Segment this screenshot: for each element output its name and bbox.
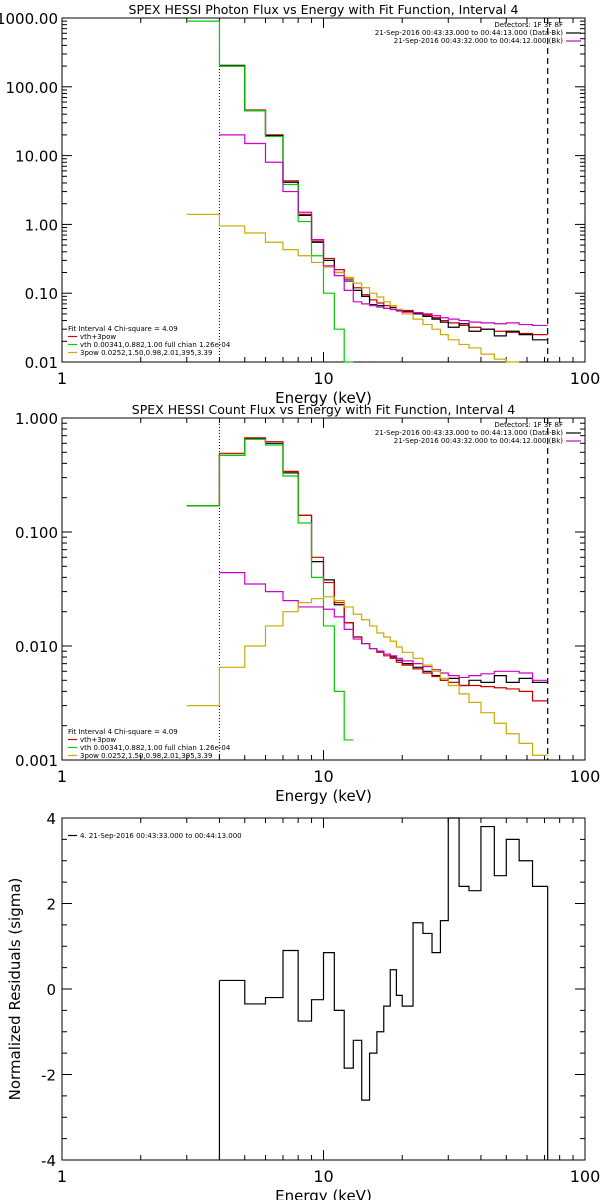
x-tick-label: 1 — [57, 369, 67, 388]
plot-frame — [61, 17, 586, 363]
y-tick-label: 0.010 — [15, 638, 58, 656]
data-interval-label: 21-Sep-2016 00:43:33.000 to 00:44:13.000… — [375, 29, 564, 37]
series-line — [219, 65, 548, 336]
series-line — [186, 20, 354, 363]
x-tick-label: 100 — [570, 369, 600, 388]
series-line — [219, 134, 548, 327]
y-tick-label: -2 — [41, 1067, 56, 1085]
y-tick-label: -4 — [41, 1152, 56, 1170]
chart-title: SPEX HESSI Photon Flux vs Energy with Fi… — [129, 2, 519, 17]
chart-title: SPEX HESSI Count Flux vs Energy with Fit… — [132, 402, 515, 417]
series-line — [186, 596, 548, 756]
y-tick-label: 0.01 — [25, 354, 58, 372]
legend-item: vth 0.00341,0.882,1.00 full chian 1.26e-… — [80, 744, 231, 752]
y-tick-label: 0.10 — [25, 285, 58, 303]
y-tick-label: 10.00 — [15, 148, 58, 166]
legend-item: vth 0.00341,0.882,1.00 full chian 1.26e-… — [80, 341, 231, 349]
x-tick-label: 10 — [313, 369, 333, 388]
series-line — [186, 437, 548, 702]
y-tick-label: 1.000 — [15, 410, 58, 428]
series-line — [186, 438, 354, 741]
chart-axes-1: 1 10 100 Energy (keV) 1000.00 100.00 10.00 1.00… — [0, 2, 600, 407]
y-tick-label: 100.00 — [6, 79, 59, 97]
legend-item: 3pow 0.0252,1.50,0.98,2.01,395,3.39 — [80, 349, 212, 357]
y-tick-label: 0 — [46, 981, 56, 999]
bk-interval-label: 21-Sep-2016 00:43:32.000 to 00:44:12.000… — [394, 37, 564, 45]
x-axis-label: Energy (keV) — [275, 787, 372, 805]
series-line — [219, 817, 548, 1101]
x-tick-label: 1 — [57, 1167, 67, 1186]
y-tick-label: 1000.00 — [0, 10, 58, 28]
bk-interval-label: 21-Sep-2016 00:43:32.000 to 00:44:12.000… — [394, 437, 564, 445]
x-tick-label: 1 — [57, 767, 67, 786]
legend-item: 4. 21-Sep-2016 00:43:33.000 to 00:44:13.… — [80, 832, 242, 840]
series-line — [186, 437, 548, 687]
chart-axes-2: 1 10 100 Energy (keV) 1.000 0.100 0.010 0.001 SP… — [15, 402, 600, 805]
y-tick-label: 4 — [46, 810, 56, 828]
y-tick-label: 0.001 — [15, 752, 58, 770]
y-tick-label: 2 — [46, 896, 56, 914]
x-tick-label: 10 — [313, 767, 333, 786]
legend-title: Fit Interval 4 Chi-square = 4.09 — [68, 728, 178, 736]
x-tick-label: 100 — [570, 767, 600, 786]
series-line — [219, 572, 548, 681]
series-line — [186, 213, 520, 363]
x-axis-label: Energy (keV) — [275, 1187, 372, 1200]
x-axis-label: Energy (keV) — [275, 389, 372, 407]
y-tick-label: 1.00 — [25, 216, 58, 234]
data-interval-label: 21-Sep-2016 00:43:33.000 to 00:44:13.000… — [375, 429, 564, 437]
legend-item: vth+3pow — [80, 736, 116, 744]
detectors-label: Detectors: 1F 3F 8F — [494, 21, 563, 29]
y-tick-label: 0.100 — [15, 524, 58, 542]
detectors-label: Detectors: 1F 3F 8F — [494, 421, 563, 429]
legend-item: vth+3pow — [80, 333, 116, 341]
legend-item: 3pow 0.0252,1.50,0.98,2.01,395,3.39 — [80, 752, 212, 760]
x-tick-label: 100 — [570, 1167, 600, 1186]
legend-title: Fit Interval 4 Chi-square = 4.09 — [68, 325, 178, 333]
y-axis-label: Normalized Residuals (sigma) — [6, 878, 24, 1101]
x-tick-label: 10 — [313, 1167, 333, 1186]
chart-axes-3: 1 10 100 Energy (keV) 4 2 0 -2 -4 Normalized Resi… — [6, 810, 600, 1200]
